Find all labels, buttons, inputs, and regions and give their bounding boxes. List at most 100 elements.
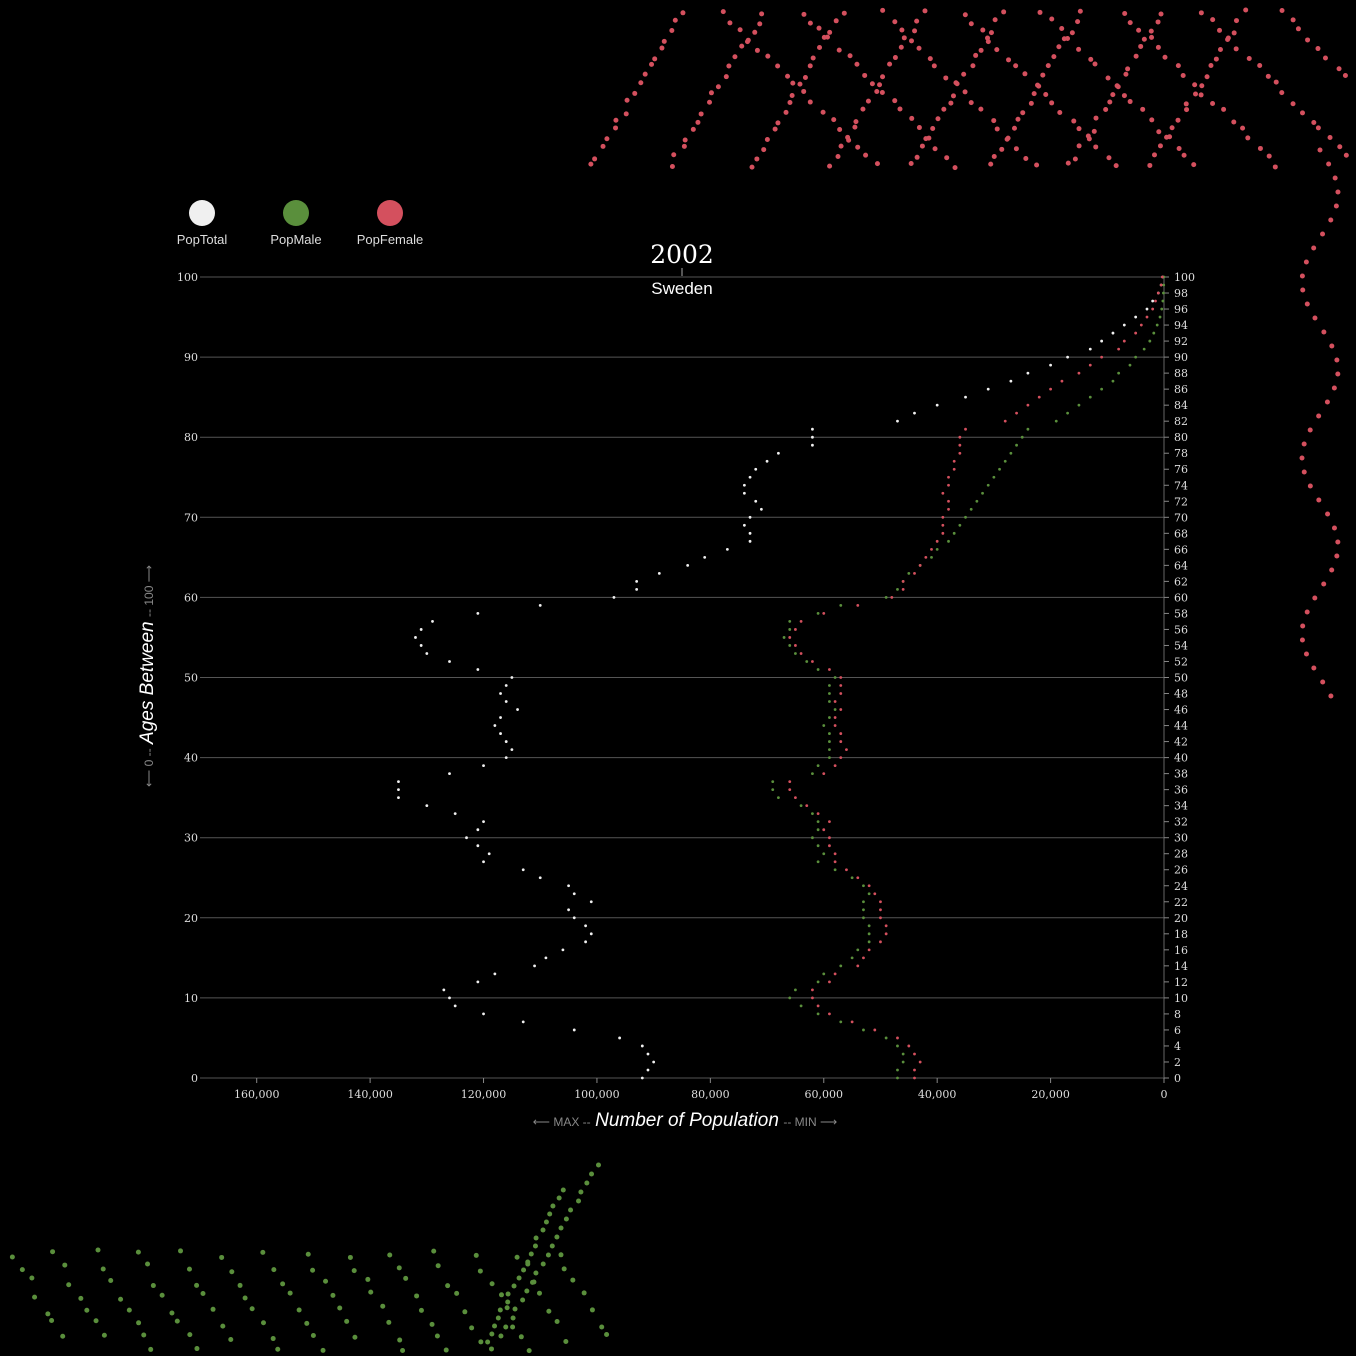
decor-dot-male [368,1289,374,1295]
data-point-poptotal [499,732,502,735]
legend-item-female[interactable]: PopFemale [345,200,435,247]
data-point-poptotal [482,764,485,768]
data-point-popfemale [828,668,831,671]
decor-dot-male [135,1249,141,1255]
y-tick-label-right: 76 [1174,463,1188,476]
decor-dot-female [912,28,918,34]
decor-dot-female [860,106,866,112]
data-point-popmale [862,908,865,912]
decor-dot-male [118,1296,124,1302]
data-point-popmale [822,852,826,856]
decor-dot-male [323,1278,329,1284]
decor-dot-male [429,1321,435,1327]
decor-dot-female [1315,125,1321,131]
decor-dot-female [899,27,905,33]
data-point-popmale [1152,331,1156,335]
decor-dot-male [589,1307,595,1313]
data-point-popfemale [833,716,837,719]
decor-dot-female [999,146,1005,152]
data-point-popfemale [1134,331,1138,335]
y-tick-label-left: 30 [184,832,198,845]
data-point-popmale [986,483,990,487]
decor-dot-male [498,1292,504,1298]
decor-dot-female [765,53,771,59]
decor-dot-female [874,89,880,95]
decor-dot-male [563,1216,569,1222]
data-point-popfemale [1159,283,1163,287]
decor-dot-female [1311,119,1317,125]
data-point-popfemale [958,443,962,447]
decor-dot-female [1151,152,1157,158]
decor-dot-female [1320,231,1326,237]
decor-dot-male [505,1291,511,1297]
data-point-poptotal [589,900,593,904]
decor-dot-male [477,1268,483,1274]
decor-dot-female [604,136,610,142]
decor-dot-male [595,1162,601,1168]
data-point-popfemale [839,676,843,679]
data-point-poptotal [1111,331,1115,335]
data-point-popfemale [1015,411,1018,415]
decor-dot-male [489,1331,495,1337]
decor-dot-female [1329,343,1335,349]
decor-dot-female [1031,91,1037,97]
data-point-poptotal [504,740,508,743]
decor-dot-female [1072,156,1078,162]
legend-item-male[interactable]: PopMale [251,200,341,247]
decor-dot-male [194,1346,200,1352]
data-point-popfemale [828,1012,831,1016]
decor-dot-female [831,117,837,123]
decor-dot-male [310,1267,316,1273]
decor-dot-female [1105,75,1111,81]
y-tick-label-right: 6 [1174,1024,1181,1037]
decor-dot-female [1316,413,1322,419]
decor-dot-male [260,1320,266,1326]
data-point-poptotal [493,972,497,976]
data-point-popmale [884,596,888,599]
decor-dot-female [1138,43,1144,49]
data-point-popfemale [941,531,945,535]
decor-dot-male [561,1266,567,1272]
decor-dot-female [835,153,841,159]
decor-dot-male [242,1295,248,1301]
decor-dot-female [761,147,767,153]
decor-dot-male [547,1211,553,1217]
decor-dot-female [661,38,667,44]
data-point-popmale [969,507,973,511]
decor-dot-female [649,61,655,67]
decor-dot-male [540,1261,546,1267]
decor-dot-female [1061,36,1067,42]
data-point-popfemale [1026,403,1030,407]
decor-dot-female [1123,71,1129,77]
data-point-popfemale [947,483,950,487]
decor-dot-female [1049,16,1055,22]
decor-dot-female [1164,134,1170,140]
data-point-popfemale [799,652,803,655]
decor-dot-female [1149,34,1155,40]
data-point-poptotal [448,772,451,776]
decor-dot-female [790,80,796,86]
decor-dot-female [752,29,758,35]
decor-dot-female [985,39,991,45]
decor-dot-female [1127,20,1133,26]
data-point-poptotal [748,531,752,535]
data-point-popfemale [952,467,956,471]
decor-dot-female [1088,56,1094,62]
decor-dot-female [1199,83,1205,89]
data-point-popfemale [833,700,837,703]
data-point-poptotal [703,555,707,559]
data-point-popmale [1161,299,1165,303]
y-axis-max-hint: -- 100 ⟶ [142,565,156,617]
data-point-popfemale [794,796,797,800]
legend-item-total[interactable]: PopTotal [157,200,247,247]
decor-dot-female [1233,46,1239,52]
decor-dot-female [1085,133,1091,139]
y-tick-label-right: 2 [1174,1056,1181,1069]
decor-dot-female [1265,73,1271,79]
data-point-popmale [1009,451,1013,455]
y-tick-label-right: 52 [1174,655,1188,668]
decor-dot-female [1208,62,1214,68]
decor-dot-female [1169,125,1175,131]
data-point-popfemale [930,547,933,551]
data-point-popmale [1015,443,1018,447]
